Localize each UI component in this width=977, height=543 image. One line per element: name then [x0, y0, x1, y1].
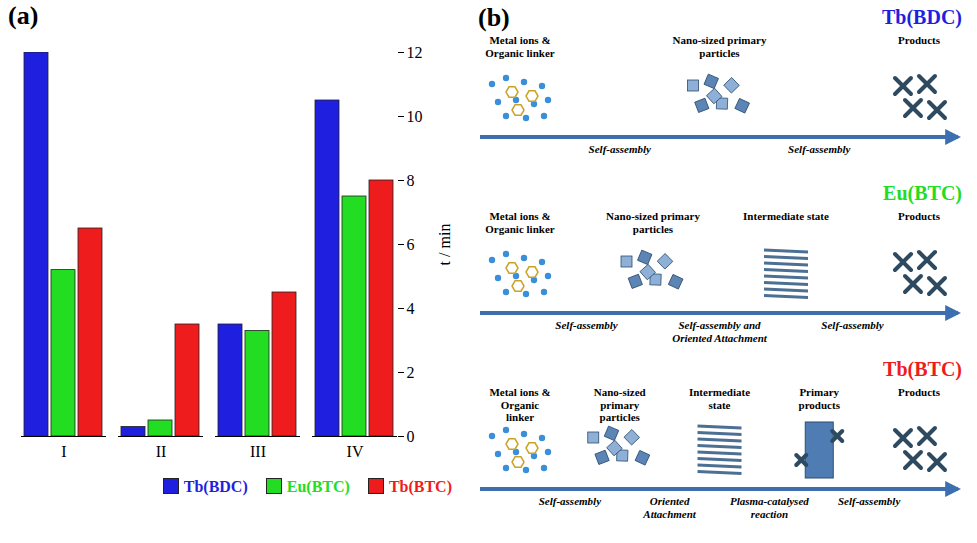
svg-text:Self-assembly: Self-assembly — [555, 319, 617, 331]
html-text:Tb(BTC): Tb(BTC) — [388, 478, 452, 495]
svg-text:(b): (b) — [478, 3, 510, 32]
svg-text:Self-assembly: Self-assembly — [539, 495, 601, 507]
svg-text:II: II — [156, 443, 167, 460]
svg-text:0: 0 — [407, 428, 415, 445]
svg-text:12: 12 — [407, 44, 423, 61]
svg-text:Self-assembly: Self-assembly — [838, 495, 900, 507]
svg-text:Eu(BTC): Eu(BTC) — [883, 182, 962, 205]
html-text:Eu(BTC): Eu(BTC) — [286, 478, 350, 495]
svg-text:Metal ions &Organic linker: Metal ions &Organic linker — [485, 210, 554, 235]
svg-text:10: 10 — [407, 108, 423, 125]
svg-text:Tb(BTC): Tb(BTC) — [883, 358, 962, 381]
svg-text:Tb(BDC): Tb(BDC) — [882, 6, 962, 29]
svg-text:IV: IV — [347, 443, 364, 460]
svg-text:I: I — [61, 443, 66, 460]
svg-text:Self-assembly: Self-assembly — [821, 319, 883, 331]
svg-text:8: 8 — [407, 172, 415, 189]
svg-text:Nano-sized primaryparticles: Nano-sized primaryparticles — [606, 210, 700, 235]
svg-text:Primaryproducts: Primaryproducts — [799, 386, 841, 411]
svg-text:t / min: t / min — [436, 224, 453, 266]
svg-text:2: 2 — [407, 364, 415, 381]
svg-text:Metal ions &Organiclinker: Metal ions &Organiclinker — [489, 386, 550, 423]
svg-text:OrientedAttachment: OrientedAttachment — [642, 495, 697, 520]
svg-text:Products: Products — [898, 210, 941, 222]
svg-text:Intermediatestate: Intermediatestate — [689, 386, 750, 411]
svg-text:Products: Products — [898, 34, 941, 46]
svg-text:Nano-sizedprimaryparticles: Nano-sizedprimaryparticles — [594, 386, 646, 423]
svg-text:Self-assembly: Self-assembly — [788, 143, 850, 155]
svg-text:4: 4 — [407, 300, 415, 317]
svg-text:Metal ions &Organic linker: Metal ions &Organic linker — [485, 34, 554, 59]
svg-text:Nano-sized primaryparticles: Nano-sized primaryparticles — [673, 34, 767, 59]
svg-text:Self-assembly andOriented Atta: Self-assembly andOriented Attachment — [672, 319, 768, 344]
svg-text:Products: Products — [898, 386, 941, 398]
svg-text:Intermediate state: Intermediate state — [743, 210, 829, 222]
html-text:Tb(BDC): Tb(BDC) — [183, 478, 248, 495]
svg-text:Self-assembly: Self-assembly — [589, 143, 651, 155]
svg-text:Plasma-catalysedreaction: Plasma-catalysedreaction — [730, 495, 809, 520]
html-text:(a): (a) — [8, 1, 39, 30]
svg-text:III: III — [250, 443, 266, 460]
svg-text:6: 6 — [407, 236, 415, 253]
